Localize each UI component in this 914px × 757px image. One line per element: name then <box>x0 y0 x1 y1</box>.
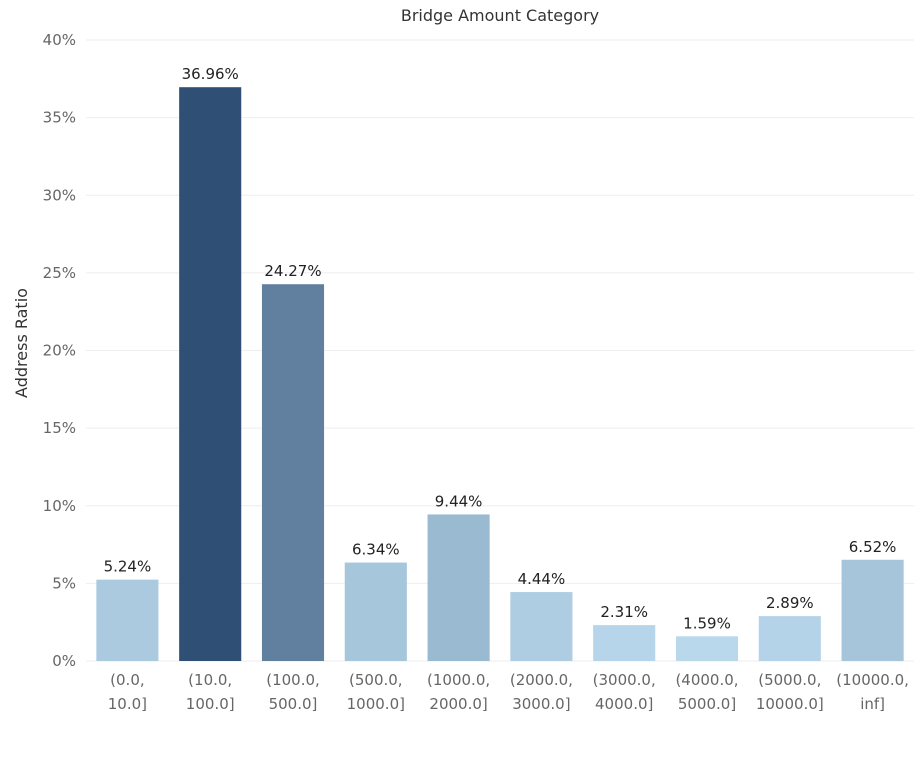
bar-value-label: 1.59% <box>683 614 731 632</box>
x-category-label: (500.0, 1000.0] <box>347 671 405 713</box>
bars <box>96 87 904 662</box>
x-category-label: (10000.0, inf] <box>836 671 909 713</box>
x-category-label: (100.0, 500.0] <box>266 671 320 713</box>
chart-title: Bridge Amount Category <box>401 6 599 25</box>
bar[interactable] <box>261 284 325 661</box>
bar[interactable] <box>96 579 159 661</box>
y-tick-label: 10% <box>43 497 76 515</box>
y-tick-label: 40% <box>43 31 76 49</box>
bar[interactable] <box>344 562 407 661</box>
bar-value-label: 6.34% <box>352 541 400 559</box>
bar-value-label: 6.52% <box>849 538 897 556</box>
category-labels: (0.0, 10.0] (10.0, 100.0] (100.0, 500.0] (500.… <box>108 671 909 713</box>
bar-value-label: 9.44% <box>435 492 483 510</box>
bar-value-label: 2.31% <box>600 603 648 621</box>
y-tick-label: 5% <box>52 574 76 592</box>
y-tick-label: 30% <box>43 186 76 204</box>
bar[interactable] <box>675 636 739 661</box>
x-category-label: (2000.0, 3000.0] <box>510 671 573 713</box>
y-tick-label: 35% <box>43 109 76 127</box>
x-category-label: (10.0, 100.0] <box>186 671 235 713</box>
bar[interactable] <box>427 514 490 661</box>
bar[interactable] <box>179 87 242 662</box>
bar-value-label: 4.44% <box>518 570 566 588</box>
x-category-label: (0.0, 10.0] <box>108 671 147 713</box>
y-tick-label: 15% <box>43 419 76 437</box>
bar-value-label: 24.27% <box>264 262 321 280</box>
bar[interactable] <box>841 559 904 661</box>
bar-value-label: 5.24% <box>104 558 152 576</box>
y-axis-label: Address Ratio <box>12 288 31 398</box>
bar[interactable] <box>510 592 573 661</box>
bar[interactable] <box>593 625 656 661</box>
x-category-label: (5000.0, 10000.0] <box>756 671 824 713</box>
bar[interactable] <box>758 616 821 661</box>
y-tick-label: 25% <box>43 264 76 282</box>
bar-value-label: 2.89% <box>766 594 814 612</box>
bar-value-label: 36.96% <box>182 65 239 83</box>
x-category-label: (3000.0, 4000.0] <box>593 671 656 713</box>
y-axis-ticks: 0% 5% 10% 15% 20% 25% 30% 35% 40% <box>43 31 76 670</box>
x-category-label: (1000.0, 2000.0] <box>427 671 490 713</box>
y-tick-label: 0% <box>52 652 76 670</box>
x-category-label: (4000.0, 5000.0] <box>675 671 738 713</box>
y-tick-label: 20% <box>43 342 76 360</box>
value-labels: 5.24% 36.96% 24.27% 6.34% 9.44% 4.44% 2.31% 1.5… <box>104 65 897 632</box>
